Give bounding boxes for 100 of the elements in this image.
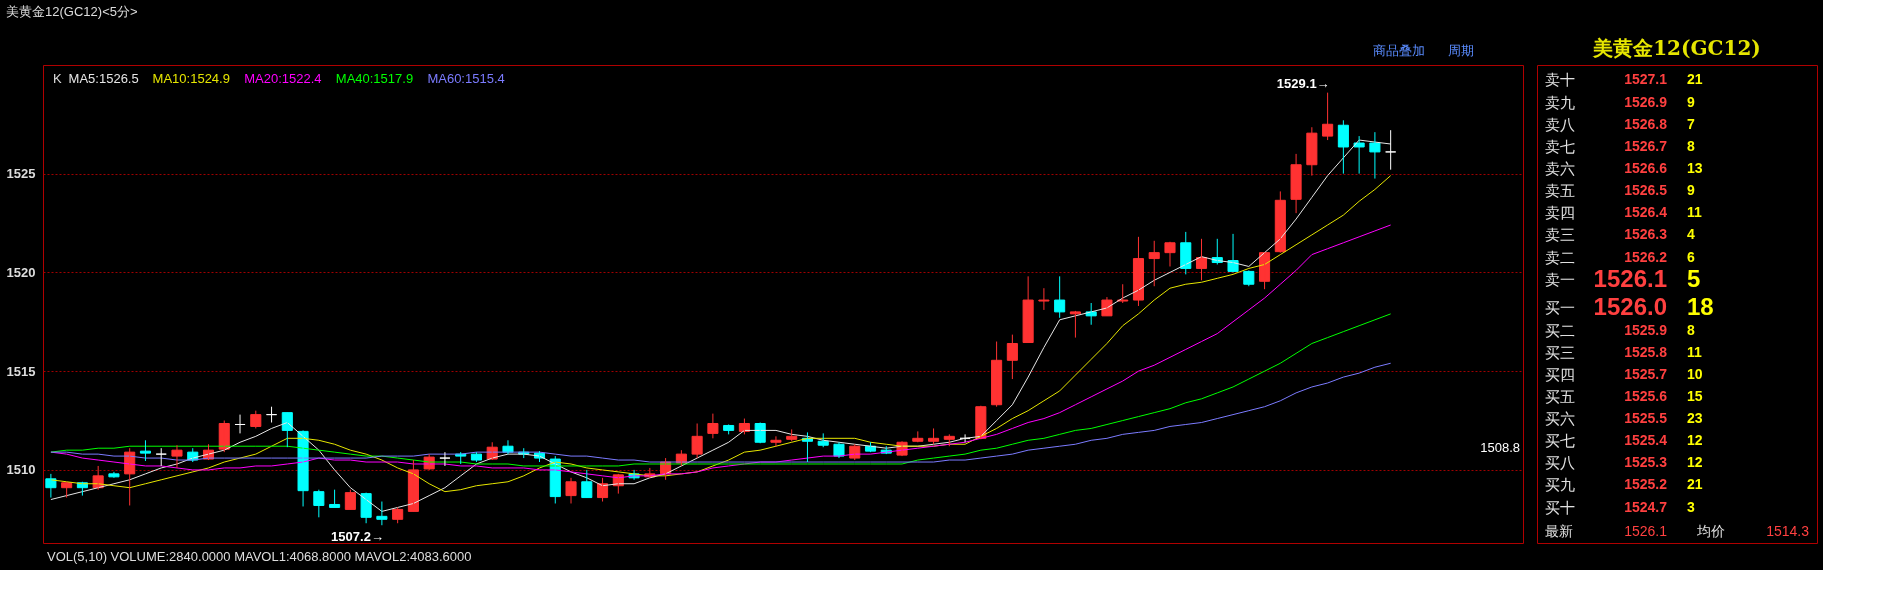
candlestick <box>1006 334 1018 380</box>
candlestick <box>439 451 451 467</box>
candlestick <box>329 489 341 508</box>
text: 1526.1 <box>1624 522 1668 539</box>
candlestick <box>1322 92 1334 141</box>
data-label: 1525.4 <box>1624 432 1668 449</box>
candlestick <box>1353 135 1365 175</box>
annotation: 1529.1→ <box>1276 75 1330 91</box>
category-label: 卖九 <box>1545 93 1575 111</box>
data-label: 13 <box>1687 160 1703 177</box>
category-label: 买六 <box>1545 410 1575 428</box>
candlestick <box>1101 296 1113 317</box>
data-label: 11 <box>1687 343 1703 360</box>
text: 最新 <box>1545 522 1573 539</box>
data-label: 1524.7 <box>1624 498 1668 515</box>
candlestick <box>959 433 971 443</box>
candlestick <box>376 501 388 526</box>
data-label: 5 <box>1687 264 1701 292</box>
candlestick <box>344 489 356 510</box>
category-label: 卖四 <box>1545 204 1575 222</box>
candlestick <box>392 506 404 524</box>
data-label: 1526.5 <box>1624 182 1668 199</box>
data-label: 21 <box>1687 476 1703 493</box>
data-label: 1526.8 <box>1624 115 1668 132</box>
candlestick <box>691 423 703 459</box>
data-label: 1525.9 <box>1624 321 1668 338</box>
data-label: 10 <box>1687 365 1703 382</box>
candlestick <box>1385 129 1397 171</box>
y-tick-label: 1525 <box>6 166 36 182</box>
data-label: 1526.2 <box>1624 248 1668 265</box>
candlestick <box>139 439 151 462</box>
candlestick <box>1290 153 1302 214</box>
candlestick <box>1337 119 1349 175</box>
data-label: 1525.3 <box>1624 454 1668 471</box>
data-label: 6 <box>1687 248 1695 265</box>
legend-title: K <box>53 71 62 86</box>
y-tick-label: 1515 <box>6 363 36 379</box>
candlestick <box>1243 269 1255 287</box>
category-label: 卖一 <box>1545 270 1575 288</box>
text: 1514.3 <box>1766 522 1810 539</box>
candlestick <box>171 444 183 469</box>
category-label: 买三 <box>1545 343 1575 361</box>
category-label: 卖六 <box>1545 160 1575 178</box>
data-label: 12 <box>1687 454 1703 471</box>
data-label: 12 <box>1687 432 1703 449</box>
data-label: 1525.8 <box>1624 343 1668 360</box>
candlestick <box>1038 287 1050 311</box>
data-label: 1526.1 <box>1593 264 1667 292</box>
candlestick <box>1022 275 1034 344</box>
candlestick <box>1164 241 1176 267</box>
data-label: 3 <box>1687 498 1695 515</box>
data-label: 4 <box>1687 226 1695 243</box>
candlestick <box>1148 240 1160 287</box>
category-label: 买十 <box>1545 498 1575 516</box>
data-label: 9 <box>1687 93 1695 110</box>
text: MA5:1526.5 <box>68 71 139 86</box>
data-label: 1527.1 <box>1624 71 1668 88</box>
y-tick-label: 1510 <box>6 462 36 478</box>
category-label: 买五 <box>1545 387 1575 405</box>
text: 周期 <box>1448 43 1474 58</box>
data-label: 1525.7 <box>1624 365 1668 382</box>
data-label: 1525.2 <box>1624 476 1668 493</box>
text: 1508.8 <box>1480 440 1520 455</box>
candlestick <box>723 423 735 435</box>
candlestick <box>1369 131 1381 180</box>
data-label: 1525.5 <box>1624 410 1668 427</box>
category-label: 卖二 <box>1545 248 1575 266</box>
data-label: 1526.7 <box>1624 137 1668 154</box>
data-label: 21 <box>1687 71 1703 88</box>
data-label: 1526.4 <box>1624 204 1668 221</box>
candlestick <box>912 430 924 443</box>
category-label: 买一 <box>1545 299 1575 317</box>
candlestick <box>1085 302 1097 326</box>
candlestick <box>234 414 246 434</box>
candlestick <box>313 489 325 518</box>
data-label: 7 <box>1687 115 1695 132</box>
data-label: 8 <box>1687 321 1695 338</box>
data-label: 18 <box>1687 293 1714 321</box>
category-label: 买九 <box>1545 476 1575 494</box>
data-label: 1525.6 <box>1624 387 1668 404</box>
text: 商品叠加 <box>1373 43 1425 58</box>
data-label: 23 <box>1687 410 1703 427</box>
candlestick <box>1117 283 1129 304</box>
data-label: 15 <box>1687 387 1703 404</box>
category-label: 买四 <box>1545 365 1575 383</box>
category-label: 卖五 <box>1545 182 1575 200</box>
data-label: 1526.3 <box>1624 226 1668 243</box>
text: MA60:1515.4 <box>427 71 505 86</box>
text: 均价 <box>1696 522 1725 539</box>
text: MA10:1524.9 <box>152 71 230 86</box>
category-label: 买二 <box>1545 321 1575 339</box>
y-tick-label: 1520 <box>6 264 36 280</box>
category-label: 卖八 <box>1545 115 1575 133</box>
category-label: 买七 <box>1545 432 1575 450</box>
category-label: 买八 <box>1545 454 1575 472</box>
category-label: 卖十 <box>1545 71 1575 89</box>
candlestick <box>943 433 955 447</box>
candlestick <box>108 471 120 479</box>
candlestick <box>928 427 940 445</box>
data-label: 11 <box>1687 204 1703 221</box>
